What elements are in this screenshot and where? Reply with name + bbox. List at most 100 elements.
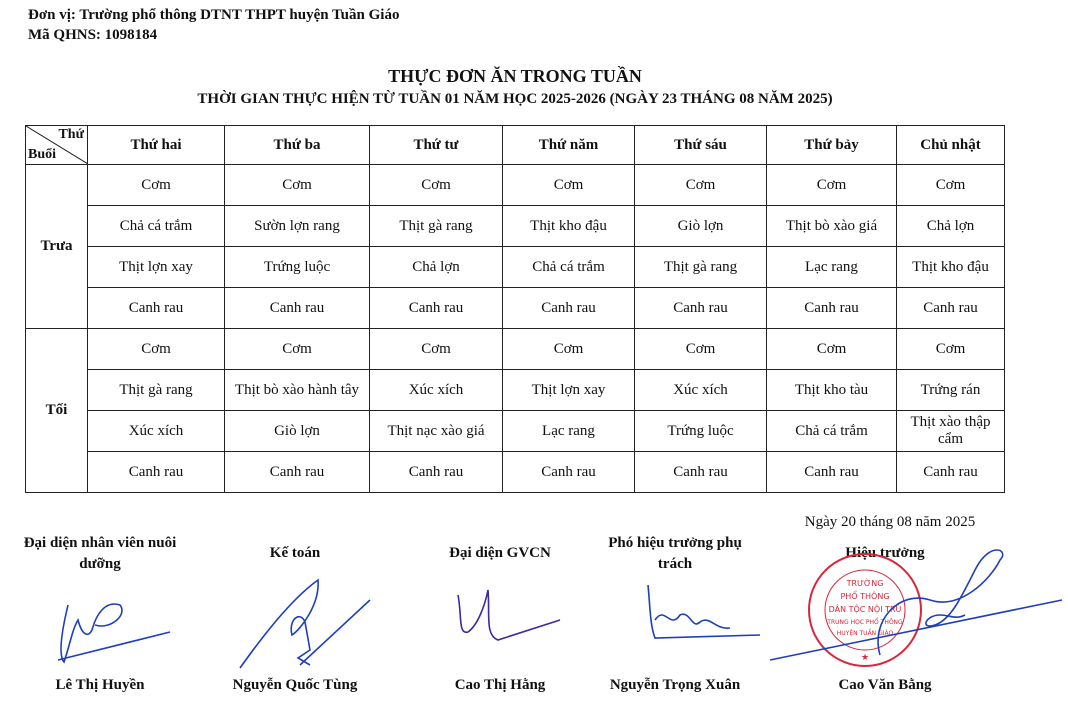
role-homeroom-rep: Đại diện GVCN: [449, 545, 551, 561]
menu-cell: Giò lợn: [634, 205, 767, 247]
menu-cell: Canh rau: [369, 287, 503, 329]
menu-cell: Cơm: [87, 328, 225, 370]
document-title: THỰC ĐƠN ĂN TRONG TUẦN: [388, 66, 642, 86]
role-vice-principal: Phó hiệu trưởng phụ trách: [608, 535, 742, 572]
menu-cell: Cơm: [224, 328, 370, 370]
menu-cell: Cơm: [634, 164, 767, 206]
menu-cell: Thịt lợn xay: [502, 369, 635, 411]
menu-cell: Canh rau: [224, 287, 370, 329]
svg-text:DÂN TỘC NỘI TRÚ: DÂN TỘC NỘI TRÚ: [829, 603, 902, 614]
menu-cell: Thịt bò xào giá: [766, 205, 897, 247]
menu-cell: Chả cá trắm: [502, 246, 635, 288]
menu-cell: Cơm: [766, 164, 897, 206]
menu-cell: Cơm: [502, 328, 635, 370]
menu-cell: Lạc rang: [766, 246, 897, 288]
menu-cell: Cơm: [502, 164, 635, 206]
day-header: Chủ nhật: [896, 125, 1005, 165]
menu-cell: Thịt gà rang: [87, 369, 225, 411]
menu-cell: Xúc xích: [369, 369, 503, 411]
menu-cell: Thịt kho đậu: [896, 246, 1005, 288]
menu-cell: Trứng luộc: [224, 246, 370, 288]
menu-cell: Cơm: [87, 164, 225, 206]
signatures-and-stamp: TRƯỜNG PHỔ THÔNG DÂN TỘC NỘI TRÚ TRUNG H…: [57, 549, 1063, 669]
signature-cao-thi-hang: [457, 589, 561, 641]
menu-cell: Canh rau: [224, 451, 370, 493]
menu-cell: Lạc rang: [502, 410, 635, 452]
signature-cao-van-bang: [769, 549, 1063, 661]
signer-name: Nguyễn Trọng Xuân: [609, 677, 741, 693]
corner-session-label: Buổi: [28, 147, 57, 162]
menu-cell: Canh rau: [766, 451, 897, 493]
day-header: Thứ hai: [87, 125, 225, 165]
menu-cell: Thịt lợn xay: [87, 246, 225, 288]
menu-cell: Xúc xích: [634, 369, 767, 411]
table-row: Canh rau Canh rau Canh rau Canh rau Canh rau…: [26, 451, 1005, 493]
menu-cell: Canh rau: [896, 451, 1005, 493]
signer-name: Lê Thị Huyền: [55, 677, 145, 693]
menu-cell: Canh rau: [87, 287, 225, 329]
menu-cell: Canh rau: [369, 451, 503, 493]
table-row: Chả cá trắm Sườn lợn rang Thịt gà rang Thịt…: [26, 205, 1005, 247]
menu-cell: Cơm: [896, 328, 1005, 370]
day-header: Thứ tư: [369, 125, 503, 165]
signer-name: Nguyễn Quốc Tùng: [232, 677, 358, 693]
menu-cell: Thịt bò xào hành tây: [224, 369, 370, 411]
role-accountant: Kế toán: [269, 545, 321, 561]
menu-cell: Canh rau: [502, 287, 635, 329]
role-principal: Hiệu trưởng: [845, 545, 925, 561]
menu-cell: Thịt gà rang: [369, 205, 503, 247]
table-row: Thịt gà rang Thịt bò xào hành tây Xúc xích…: [26, 369, 1005, 411]
signature-nguyen-trong-xuan: [647, 584, 761, 639]
menu-cell: Thịt nạc xào giá: [369, 410, 503, 452]
corner-cell: Thứ Buổi: [25, 125, 88, 165]
menu-cell: Thịt xào thập cẩm: [896, 410, 1005, 452]
menu-cell: Cơm: [224, 164, 370, 206]
table-row: Xúc xích Giò lợn Thịt nạc xào giá Lạc rang T…: [26, 410, 1005, 452]
table-row: Trưa Cơm Cơm Cơm Cơm Cơm Cơm Cơm: [25, 164, 1005, 329]
menu-cell: Canh rau: [87, 451, 225, 493]
menu-cell: Canh rau: [634, 451, 767, 493]
menu-cell: Trứng rán: [896, 369, 1005, 411]
official-stamp: TRƯỜNG PHỔ THÔNG DÂN TỘC NỘI TRÚ TRUNG H…: [808, 553, 922, 667]
menu-cell: Thịt gà rang: [634, 246, 767, 288]
session-label: Tối: [25, 328, 88, 493]
menu-cell: Cơm: [634, 328, 767, 370]
signer-name: Cao Thị Hằng: [454, 677, 546, 693]
menu-cell: Xúc xích: [87, 410, 225, 452]
session-label: Trưa: [25, 164, 88, 329]
day-header: Thứ bảy: [766, 125, 897, 165]
menu-table: Thứ Buổi Thứ hai Thứ ba Thứ tư Thứ năm T…: [25, 125, 1005, 493]
menu-cell: Canh rau: [896, 287, 1005, 329]
table-row: Tối Cơm Cơm Cơm Cơm Cơm Cơm Cơm: [25, 328, 1005, 493]
diagonal-line: [26, 126, 88, 164]
day-header: Thứ năm: [502, 125, 635, 165]
corner-day-label: Thứ: [58, 127, 84, 142]
menu-cell: Cơm: [896, 164, 1005, 206]
menu-cell: Cơm: [766, 328, 897, 370]
document-subtitle: THỜI GIAN THỰC HIỆN TỪ TUẦN 01 NĂM HỌC 2…: [197, 91, 833, 107]
table-row: Thịt lợn xay Trứng luộc Chả lợn Chả cá trắm…: [26, 246, 1005, 288]
menu-cell: Thịt kho đậu: [502, 205, 635, 247]
role-food-staff: Đại diện nhân viên nuôi dưỡng: [23, 535, 177, 572]
menu-cell: Chả lợn: [896, 205, 1005, 247]
table-row: Canh rau Canh rau Canh rau Canh rau Canh rau…: [26, 287, 1005, 329]
signature-nguyen-quoc-tung: [239, 578, 371, 669]
svg-text:★: ★: [861, 653, 869, 663]
svg-text:TRƯỜNG: TRƯỜNG: [846, 577, 884, 588]
menu-cell: Trứng luộc: [634, 410, 767, 452]
menu-cell: Canh rau: [766, 287, 897, 329]
sign-date: Ngày 20 tháng 08 năm 2025: [804, 514, 976, 530]
menu-cell: Chả cá trắm: [87, 205, 225, 247]
menu-cell: Giò lợn: [224, 410, 370, 452]
menu-cell: Cơm: [369, 328, 503, 370]
day-header: Thứ ba: [224, 125, 370, 165]
signature-le-thi-huyen: [57, 603, 171, 664]
signer-name: Cao Văn Bằng: [838, 677, 932, 693]
menu-cell: Chả cá trắm: [766, 410, 897, 452]
menu-cell: Canh rau: [502, 451, 635, 493]
menu-cell: Thịt kho tàu: [766, 369, 897, 411]
svg-text:PHỔ THÔNG: PHỔ THÔNG: [840, 589, 889, 601]
budget-code: Mã QHNS: 1098184: [28, 27, 158, 43]
svg-text:TRUNG HỌC PHỔ THÔNG: TRUNG HỌC PHỔ THÔNG: [826, 618, 903, 626]
day-header: Thứ sáu: [634, 125, 767, 165]
